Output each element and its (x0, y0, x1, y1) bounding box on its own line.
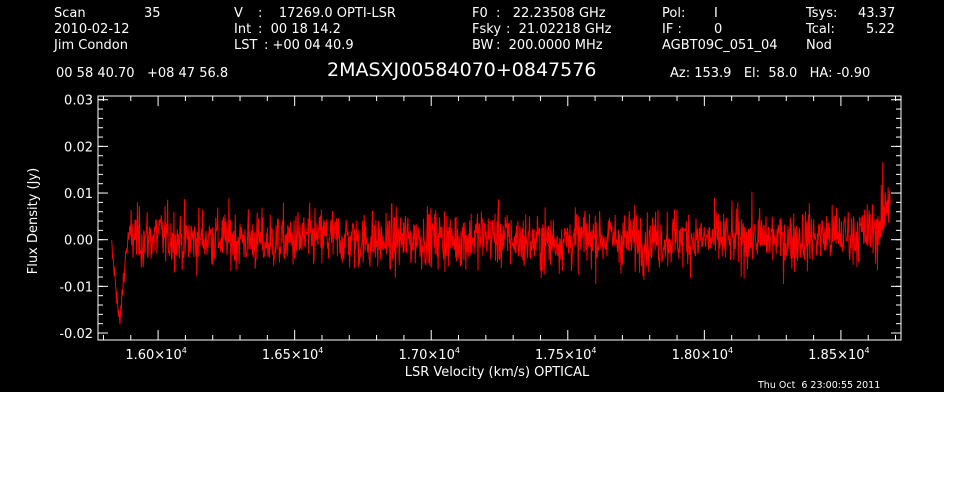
velocity-value: : 17269.0 OPTI-LSR (258, 6, 396, 21)
rest-frequency-value: : 22.23508 GHz (496, 6, 606, 21)
integration-label: Int (234, 22, 252, 37)
observation-date: 2010-02-12 (54, 22, 130, 37)
spectrum-line (111, 162, 891, 325)
tick-group: -0.02 -0.01 0.00 0.01 0.02 0.03 1.60×104 1.65×1… (59, 94, 901, 363)
timestamp: Thu Oct 6 23:00:55 2011 (758, 380, 881, 391)
x-tick-label: 1.80×104 (672, 346, 733, 363)
y-tick-label: -0.01 (59, 280, 93, 295)
x-tick-label: 1.85×104 (808, 346, 869, 363)
scan-number: 35 (144, 6, 161, 21)
lst-value: : +00 04 40.9 (264, 38, 354, 53)
y-tick-label: 0.00 (64, 234, 93, 249)
if-value: 0 (714, 22, 723, 37)
observing-mode: Nod (806, 38, 832, 53)
x-tick-label: 1.60×104 (125, 346, 186, 363)
project-id: AGBT09C_051_04 (662, 38, 778, 53)
source-coordinates: 00 58 40.70 +08 47 56.8 (56, 66, 229, 81)
tcal-label: Tcal: (806, 22, 835, 37)
x-tick-label: 1.75×104 (535, 346, 596, 363)
y-tick-label: 0.02 (64, 140, 93, 155)
x-tick-label: 1.65×104 (262, 346, 323, 363)
plot-frame (97, 95, 902, 341)
rest-frequency-label: F0 (472, 6, 488, 21)
x-axis-label: LSR Velocity (km/s) OPTICAL (405, 365, 590, 380)
bandwidth-label: BW (472, 38, 494, 53)
scan-label: Scan (54, 6, 86, 21)
series-group (111, 162, 891, 325)
lst-label: LST (234, 38, 258, 53)
polarization-value: I (714, 6, 718, 21)
tsys-value: 43.37 (858, 6, 896, 21)
sky-frequency-value: : 21.02218 GHz (506, 22, 612, 37)
tsys-label: Tsys: (806, 6, 838, 21)
source-name: 2MASXJ00584070+0847576 (327, 59, 597, 81)
y-axis-label: Flux Density (Jy) (26, 168, 41, 274)
if-label: IF : (662, 22, 682, 37)
y-tick-label: -0.02 (59, 327, 93, 342)
velocity-label: V (234, 6, 243, 21)
x-tick-label: 1.70×104 (398, 346, 459, 363)
az-el-ha: Az: 153.9 El: 58.0 HA: -0.90 (670, 66, 871, 81)
bandwidth-value: : 200.0000 MHz (496, 38, 603, 53)
sky-frequency-label: Fsky (472, 22, 502, 37)
y-tick-label: 0.01 (64, 187, 93, 202)
spectrum-chart: -0.02 -0.01 0.00 0.01 0.02 0.03 1.60×104 1.65×1… (26, 94, 902, 380)
polarization-label: Pol: (662, 6, 686, 21)
tcal-value: 5.22 (866, 22, 895, 37)
observer-name: Jim Condon (54, 38, 128, 53)
plot-panel: Scan 35 2010-02-12 Jim Condon V : 17269.… (0, 0, 944, 392)
integration-value: : 00 18 14.2 (258, 22, 341, 37)
y-tick-label: 0.03 (64, 94, 93, 109)
